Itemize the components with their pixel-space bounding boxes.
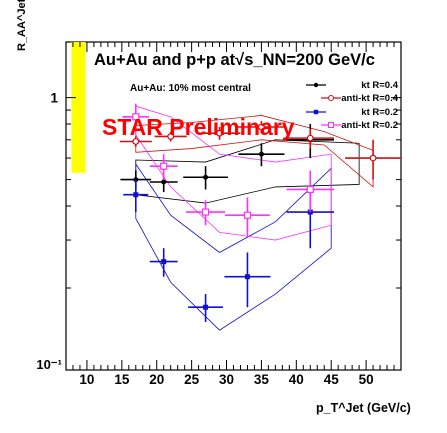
data-point	[133, 192, 139, 198]
data-point	[132, 113, 140, 121]
x-tick-label: 30	[219, 372, 234, 387]
legend-marker	[328, 95, 334, 101]
legend-marker	[313, 109, 319, 115]
legend-label: anti-kt R=0.4	[341, 93, 398, 104]
y-tick-label: 10⁻¹	[36, 357, 62, 372]
normalization-uncertainty-band	[71, 42, 86, 173]
x-tick-label: 45	[324, 372, 340, 387]
star-preliminary-label: STAR Preliminary	[102, 114, 295, 140]
x-tick-label: 10	[79, 372, 94, 387]
x-tick-label: 20	[149, 372, 164, 387]
data-point	[201, 208, 210, 216]
data-point	[258, 123, 265, 131]
x-tick-label: 15	[114, 372, 130, 387]
x-tick-label: 40	[289, 372, 304, 387]
x-tick-label: 25	[184, 372, 200, 387]
data-points	[119, 103, 401, 323]
legend-label: kt R=0.4	[361, 80, 398, 91]
systematic-band	[135, 105, 332, 241]
axis-ticks: 10 15 20 25 30 35 40 45 50 1 10⁻¹	[36, 42, 401, 387]
data-point	[216, 129, 223, 137]
data-point	[306, 134, 314, 142]
data-point	[161, 259, 167, 265]
chart-title: Au+Au and p+p at√s_NN=200 GeV/c	[94, 51, 375, 69]
data-point	[306, 185, 314, 194]
systematic-band	[135, 115, 374, 188]
data-point	[258, 151, 264, 157]
x-tick-label: 35	[254, 372, 270, 387]
data-point	[132, 138, 140, 145]
legend-marker	[313, 82, 319, 88]
data-point	[160, 162, 168, 170]
legend-marker	[328, 122, 334, 128]
systematic-band	[135, 139, 360, 204]
data-point	[167, 133, 175, 140]
data-point	[244, 274, 250, 280]
y-axis-label: R_AA^Jet	[16, 0, 28, 51]
legend: kt R=0.4 anti-kt R=0.4 kt R=0.2 anti-kt R=0…	[306, 80, 399, 131]
legend-label: kt R=0.2	[361, 107, 398, 118]
y-tick-label: 1	[50, 91, 58, 106]
chart-subtitle: Au+Au: 10% most central	[130, 83, 251, 94]
x-axis-label: p_T^Jet (GeV/c)	[316, 401, 411, 415]
data-point	[203, 174, 209, 180]
data-point	[161, 179, 167, 185]
x-tick-label: 50	[359, 372, 374, 387]
data-point	[203, 304, 209, 310]
data-point	[369, 154, 377, 162]
data-point	[243, 211, 252, 219]
legend-label: anti-kt R=0.2	[341, 120, 398, 131]
